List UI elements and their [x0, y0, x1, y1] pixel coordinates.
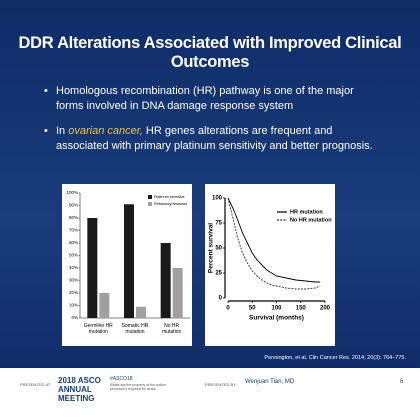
x-tick-label: 0: [226, 306, 230, 312]
legend-label: Refractory/resistant: [154, 202, 188, 206]
y-tick-label: 0: [219, 296, 223, 302]
bullet-text: In: [56, 125, 66, 137]
bar: [160, 243, 171, 318]
y-tick-label: 25: [215, 271, 222, 277]
y-tick-label: 80%: [69, 215, 78, 220]
bar: [172, 268, 183, 318]
y-tick-label: 90%: [69, 203, 78, 208]
chart-panel: [205, 184, 335, 346]
x-tick-label: Somatic HR mutation: [122, 323, 149, 335]
bullet-text: HR genes alterations are frequent and as…: [56, 125, 373, 152]
footer-meeting: 2018 ASCO ANNUAL MEETING: [58, 376, 101, 403]
legend-label: HR mutation: [290, 209, 323, 215]
survival-line: [227, 197, 321, 283]
x-tick-label: 100: [271, 306, 282, 312]
y-tick-label: 75: [215, 221, 222, 227]
y-tick-label: 20%: [69, 290, 78, 295]
x-tick-label: 150: [296, 306, 307, 312]
footer-presenter: Wenjuan Tian, MD: [245, 379, 295, 385]
y-tick-label: 50%: [69, 253, 78, 258]
x-tick-label: 50: [249, 306, 256, 312]
legend-swatch: [148, 195, 152, 199]
y-tick-label: 10%: [69, 303, 78, 308]
y-tick-label: 40%: [69, 265, 78, 270]
x-tick-label: Germline HR mutation: [84, 323, 113, 335]
x-axis-label: Survival (months): [249, 315, 304, 322]
bullet-highlight: ovarian cancer,: [68, 125, 143, 137]
y-tick-label: 0%: [71, 315, 78, 320]
page-number: 6: [400, 379, 404, 385]
survival-line: [227, 197, 321, 290]
footer-label: PRESENTED AT:: [20, 382, 51, 387]
y-tick-label: 70%: [69, 228, 78, 233]
bar: [124, 204, 134, 318]
y-axis-label: Percent survival: [208, 223, 215, 273]
y-tick-label: 30%: [69, 278, 78, 283]
footer-label: PRESENTED BY:: [205, 382, 237, 387]
x-tick-label: 200: [320, 306, 331, 312]
bar: [87, 218, 98, 318]
legend-swatch: [148, 202, 152, 206]
footer-note: Slides are the property of the author, p…: [110, 383, 167, 391]
y-tick-label: 60%: [69, 240, 78, 245]
bullet: Homologous recombination (HR) pathway is…: [44, 84, 376, 114]
y-tick-label: 100%: [66, 190, 78, 195]
bar: [99, 293, 110, 318]
legend-label: Platinum sensitive: [154, 195, 185, 199]
y-tick-label: 100: [212, 196, 223, 202]
y-tick-label: 50: [215, 246, 222, 252]
footer-hashtag: #ASCO18: [110, 376, 133, 382]
bullet: In ovarian cancer, HR genes alterations …: [44, 124, 376, 154]
x-tick-label: No HR mutation: [162, 323, 181, 335]
legend-label: No HR mutation: [290, 217, 332, 223]
slide-title: DDR Alterations Associated with Improved…: [18, 34, 402, 71]
citation: Pennington, et al. Clin Cancer Res. 2014…: [264, 355, 406, 361]
bar: [136, 306, 146, 318]
